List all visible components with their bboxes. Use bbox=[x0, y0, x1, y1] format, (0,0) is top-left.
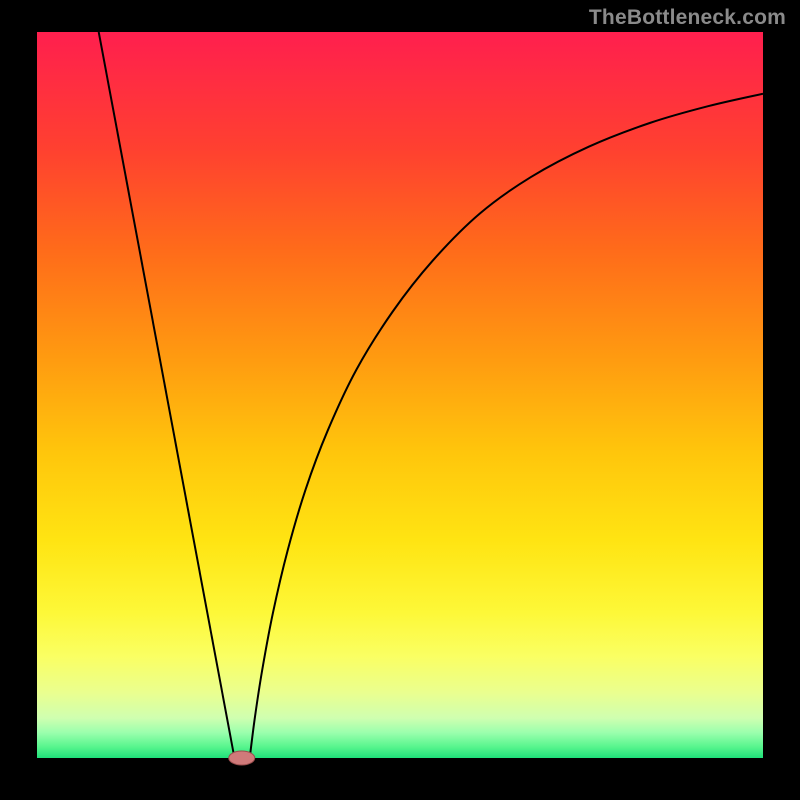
minimum-marker bbox=[229, 751, 255, 765]
bottleneck-chart bbox=[0, 0, 800, 800]
watermark-text: TheBottleneck.com bbox=[589, 6, 786, 30]
gradient-background bbox=[37, 32, 763, 758]
chart-container: TheBottleneck.com bbox=[0, 0, 800, 800]
